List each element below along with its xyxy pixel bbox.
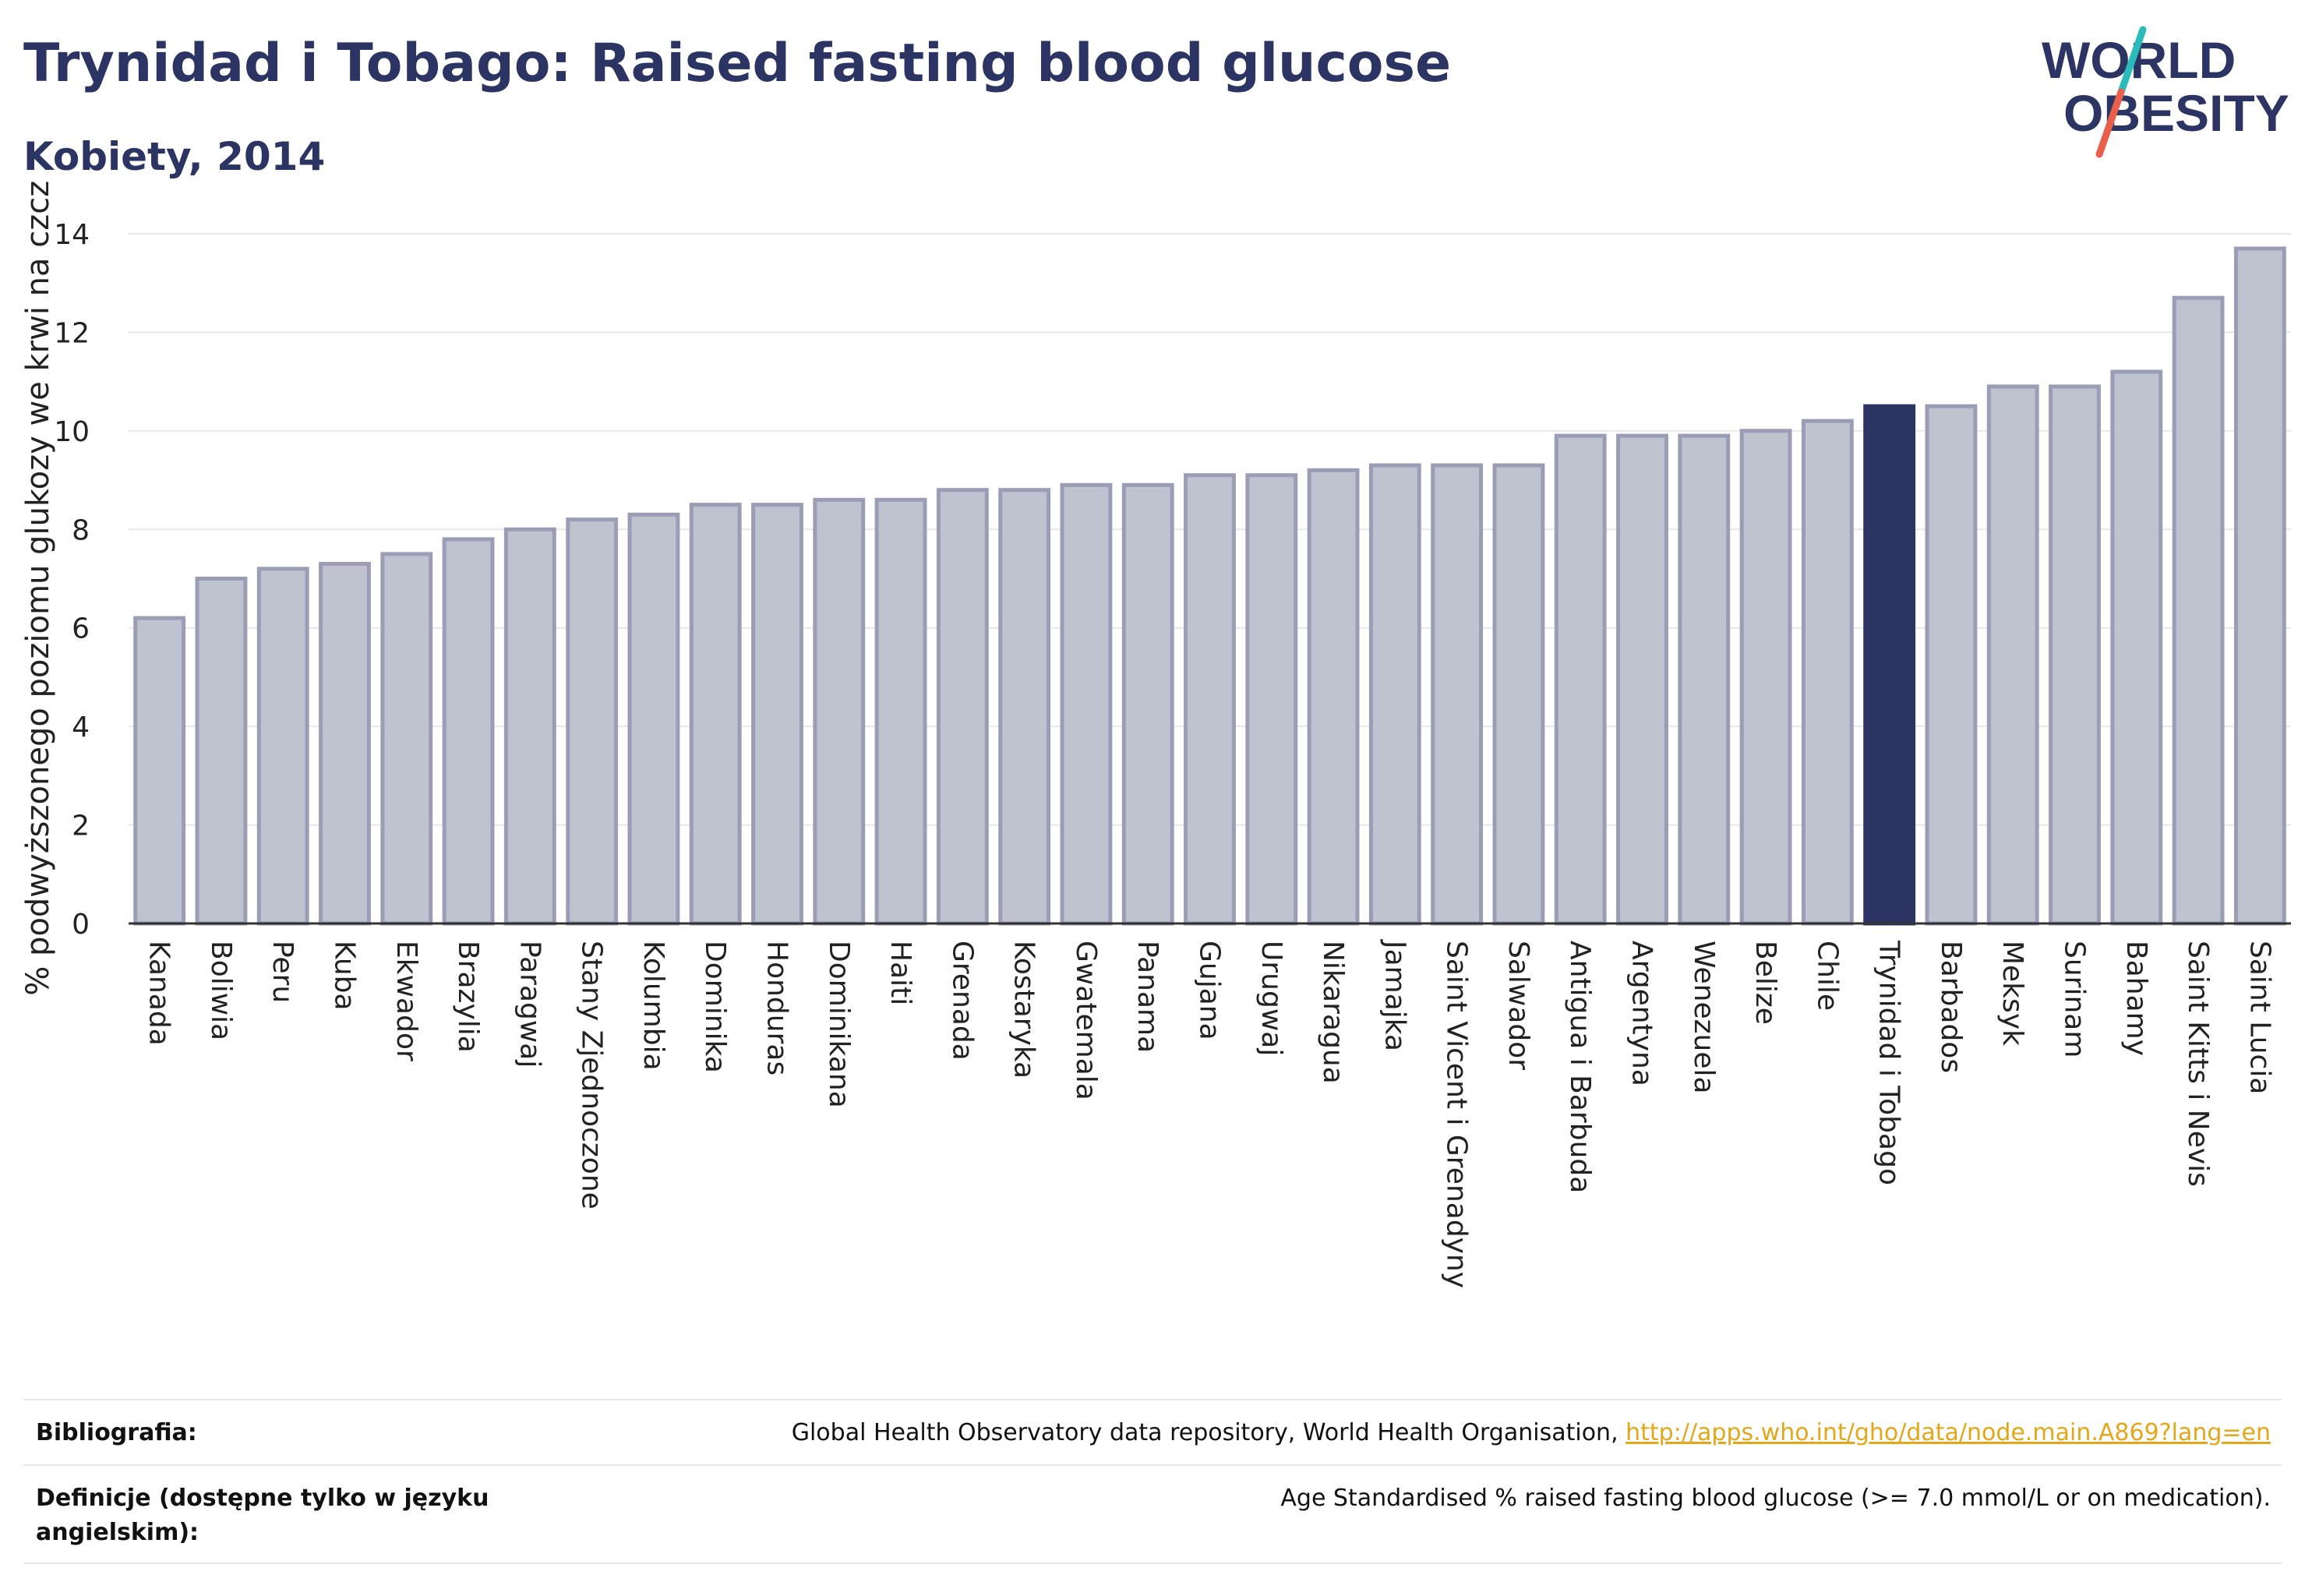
x-tick-label: Saint Vicent i Grenadyny (1441, 941, 1473, 1288)
x-tick-label: Gujana (1194, 941, 1226, 1040)
page-title: Trynidad i Tobago: Raised fasting blood … (23, 33, 1452, 94)
bar (380, 552, 433, 926)
bar (1739, 429, 1792, 926)
bar (998, 488, 1051, 926)
x-tick-label: Kanada (143, 941, 175, 1046)
definitions-value: Age Standardised % raised fasting blood … (1280, 1485, 2271, 1512)
x-tick-label: Brazylia (452, 941, 484, 1053)
definitions-row: Definicje (dostępne tylko w języku angie… (23, 1464, 2282, 1564)
bar (1368, 463, 1421, 926)
logo-line2: OBESITY (2063, 84, 2289, 142)
y-tick-label: 10 (54, 416, 90, 448)
bar (689, 503, 742, 926)
x-tick-label: Surinam (2059, 941, 2091, 1058)
logo-slash-teal (2117, 26, 2147, 96)
x-tick-label: Gwatemala (1070, 941, 1102, 1100)
x-tick-label: Wenezuela (1688, 941, 1720, 1094)
x-tick-label: Dominikana (823, 941, 855, 1108)
bar (503, 527, 556, 926)
page-subtitle: Kobiety, 2014 (23, 134, 326, 179)
y-tick-label: 12 (54, 317, 90, 349)
y-tick-label: 4 (72, 711, 90, 743)
x-tick-label: Kostaryka (1008, 941, 1040, 1079)
x-tick-label: Paragwaj (514, 941, 545, 1068)
y-tick-label: 14 (54, 219, 90, 251)
x-tick-label: Saint Kitts i Nevis (2182, 941, 2214, 1187)
x-tick-label: Nikaragua (1317, 941, 1349, 1084)
bar (751, 503, 803, 926)
x-tick-label: Stany Zjednoczone (576, 941, 608, 1209)
bar (1801, 418, 1854, 926)
x-tick-label: Kolumbia (637, 941, 669, 1071)
bar (133, 616, 186, 926)
bar (1986, 384, 2039, 926)
x-tick-label: Grenada (946, 941, 978, 1061)
y-tick-label: 0 (72, 909, 90, 941)
x-tick-label: Kuba (329, 941, 361, 1011)
y-tick-label: 2 (72, 810, 90, 842)
bar (1925, 404, 1978, 926)
bar (627, 512, 680, 926)
bar (2172, 295, 2225, 926)
x-tick-label: Meksyk (1996, 941, 2028, 1046)
bibliography-text: Global Health Observatory data repositor… (791, 1419, 1626, 1446)
bar (936, 488, 989, 926)
bar (1616, 433, 1668, 926)
bar (1245, 473, 1298, 926)
bar-highlight (1863, 404, 1916, 926)
x-tick-label: Antigua i Barbuda (1564, 941, 1596, 1193)
bibliography-link[interactable]: http://apps.who.int/gho/data/node.main.A… (1626, 1419, 2271, 1446)
bibliography-label: Bibliografia: (36, 1419, 197, 1446)
logo-slash-red (2095, 88, 2125, 158)
bar (1492, 463, 1545, 926)
bar (874, 497, 927, 926)
x-tick-label: Saint Lucia (2243, 941, 2275, 1094)
x-tick-label: Urugwaj (1255, 941, 1287, 1056)
bar (256, 567, 309, 926)
x-tick-label: Haiti (884, 941, 916, 1005)
x-tick-label: Jamajka (1378, 939, 1410, 1051)
bar (2049, 384, 2101, 926)
x-tick-label: Dominika (699, 941, 731, 1073)
definitions-label: Definicje (dostępne tylko w języku angie… (36, 1485, 489, 1546)
bar (1678, 433, 1731, 926)
bibliography-value: Global Health Observatory data repositor… (792, 1416, 2271, 1450)
bar (1121, 482, 1174, 926)
x-tick-label: Belize (1749, 941, 1781, 1025)
bar (1554, 433, 1607, 926)
bar (2233, 246, 2286, 926)
bibliography-row: Bibliografia: Global Health Observatory … (23, 1399, 2282, 1466)
x-tick-label: Bahamy (2120, 941, 2152, 1056)
x-tick-label: Trynidad i Tobago (1873, 940, 1905, 1185)
x-tick-label: Peru (267, 941, 298, 1003)
x-tick-label: Boliwia (205, 941, 237, 1040)
x-tick-label: Chile (1811, 941, 1843, 1011)
y-tick-label: 8 (72, 514, 90, 546)
y-tick-label: 6 (72, 613, 90, 645)
y-axis-label: % podwyższonego poziomu glukozy we krwi … (20, 179, 56, 996)
bar (319, 562, 371, 926)
x-tick-label: Barbados (1935, 941, 1967, 1073)
bar (566, 517, 619, 926)
bar (1431, 463, 1484, 926)
world-obesity-logo: WORLD OBESITY (2042, 26, 2289, 158)
x-tick-label: Salwador (1502, 941, 1534, 1070)
bar (195, 577, 248, 926)
bar (1307, 468, 1360, 926)
x-tick-label: Panama (1131, 941, 1163, 1053)
bar (1060, 482, 1113, 926)
bar (442, 537, 495, 926)
x-tick-label: Honduras (761, 941, 793, 1075)
bar (2110, 369, 2163, 926)
bar (813, 497, 866, 926)
bar (1184, 473, 1236, 926)
x-tick-label: Ekwador (390, 941, 422, 1061)
bar-chart: 0 2 4 6 8 10 12 14% podwyższonego poziomu gluko… (20, 179, 2291, 1288)
x-tick-label: Argentyna (1626, 941, 1658, 1086)
